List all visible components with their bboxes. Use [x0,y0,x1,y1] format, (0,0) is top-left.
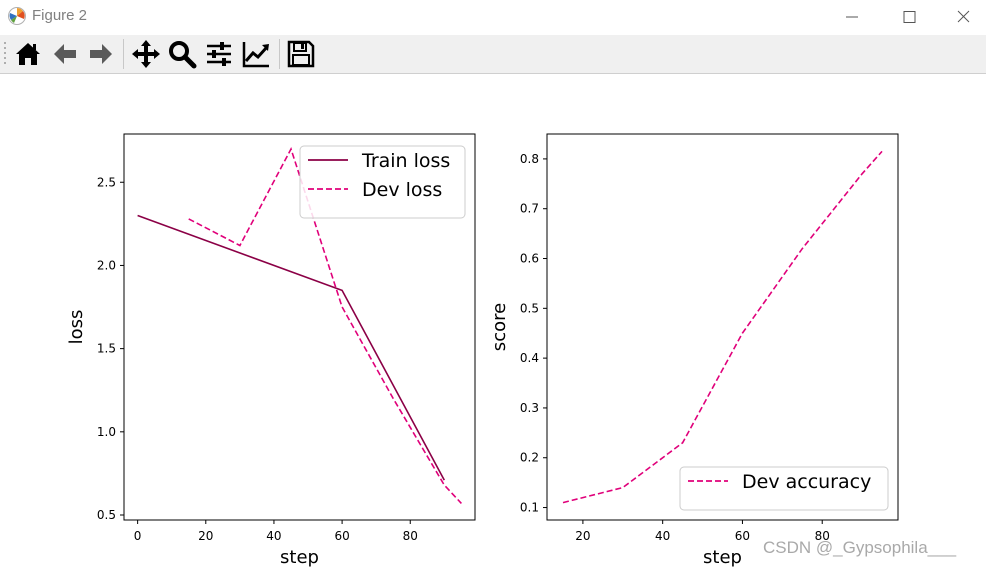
zoom-button[interactable] [167,39,197,69]
forward-button[interactable] [86,39,116,69]
pan-button[interactable] [131,39,161,69]
toolbar-separator [123,39,124,69]
y-tick-label: 0.8 [520,152,539,166]
legend-entry-label: Dev loss [362,179,442,201]
y-tick-label: 2.5 [97,175,116,189]
axes-frame [546,133,899,521]
legend-entry-label: Train loss [361,150,450,172]
y-tick-label: 0.1 [520,501,539,515]
axes-frame [123,133,476,521]
y-tick-label: 0.3 [520,401,539,415]
legend: Dev accuracy [679,466,889,511]
home-button[interactable] [13,39,43,69]
y-tick-label: 1.0 [97,425,116,439]
legend-entry-label: Dev accuracy [742,471,871,493]
y-tick-label: 0.5 [520,301,539,315]
chart-2: 20 40 60 80 0.1 0.2 0.3 0.4 0.5 0.6 0.7 0.8 step scor… [489,133,899,568]
navigation-toolbar [0,35,986,74]
legend-box [679,466,889,511]
x-axis-label: step [280,547,319,567]
toolbar-grip-icon [4,42,6,64]
sliders-icon [207,42,231,66]
x-axis-label: step [703,547,742,567]
y-tick-label: 0.5 [97,508,116,522]
back-button[interactable] [50,39,80,69]
floppy-disk-icon [287,40,315,68]
window-titlebar: Figure 2 [0,0,986,33]
x-tick-label: 0 [134,529,142,543]
y-tick-label: 2.0 [97,258,116,272]
close-button[interactable] [940,0,986,33]
series-line-train-loss [137,214,446,481]
y-tick-label: 0.6 [520,252,539,266]
close-icon [957,10,970,23]
y-tick-label: 0.7 [520,202,539,216]
y-tick-label: 1.5 [97,342,116,356]
x-tick-label: 80 [403,529,418,543]
maximize-button[interactable] [886,0,932,33]
watermark-text: CSDN @_Gypsophila___ [763,538,957,557]
x-tick-label: 60 [735,529,750,543]
series-line-dev-loss [188,146,462,504]
window-title: Figure 2 [32,7,88,24]
x-tick-label: 40 [266,529,281,543]
legend-box [299,145,466,219]
x-tick-label: 60 [334,529,349,543]
chart-1: 0 20 40 60 80 0.5 1.0 1.5 2.0 2.5 step loss Train lo… [66,133,476,568]
arrow-left-icon [54,44,76,64]
series-line-dev-accuracy [562,150,883,504]
toolbar-separator [279,39,280,69]
arrow-right-icon [90,44,112,64]
x-tick-label: 20 [575,529,590,543]
maximize-icon [903,11,916,23]
x-tick-label: 40 [655,529,670,543]
y-tick-label: 0.2 [520,451,539,465]
magnifier-icon [169,41,197,69]
matplotlib-logo-icon [8,7,26,25]
y-axis-label: score [489,303,510,351]
home-icon [16,43,40,65]
y-axis-label: loss [66,310,87,345]
line-chart-icon [242,42,269,68]
y-tick-label: 0.4 [520,351,539,365]
move-arrows-icon [132,40,160,68]
figure-canvas[interactable]: 0 20 40 60 80 0.5 1.0 1.5 2.0 2.5 step loss Train lo… [0,74,986,568]
minimize-button[interactable] [829,0,875,33]
figure-svg: 0 20 40 60 80 0.5 1.0 1.5 2.0 2.5 step loss Train lo… [66,133,899,568]
legend: Train loss Dev loss [299,145,466,219]
edit-axis-button[interactable] [241,39,271,69]
x-tick-label: 80 [815,529,830,543]
minimize-icon [846,16,858,18]
save-button[interactable] [286,39,316,69]
x-tick-label: 20 [198,529,213,543]
subplots-button[interactable] [204,39,234,69]
